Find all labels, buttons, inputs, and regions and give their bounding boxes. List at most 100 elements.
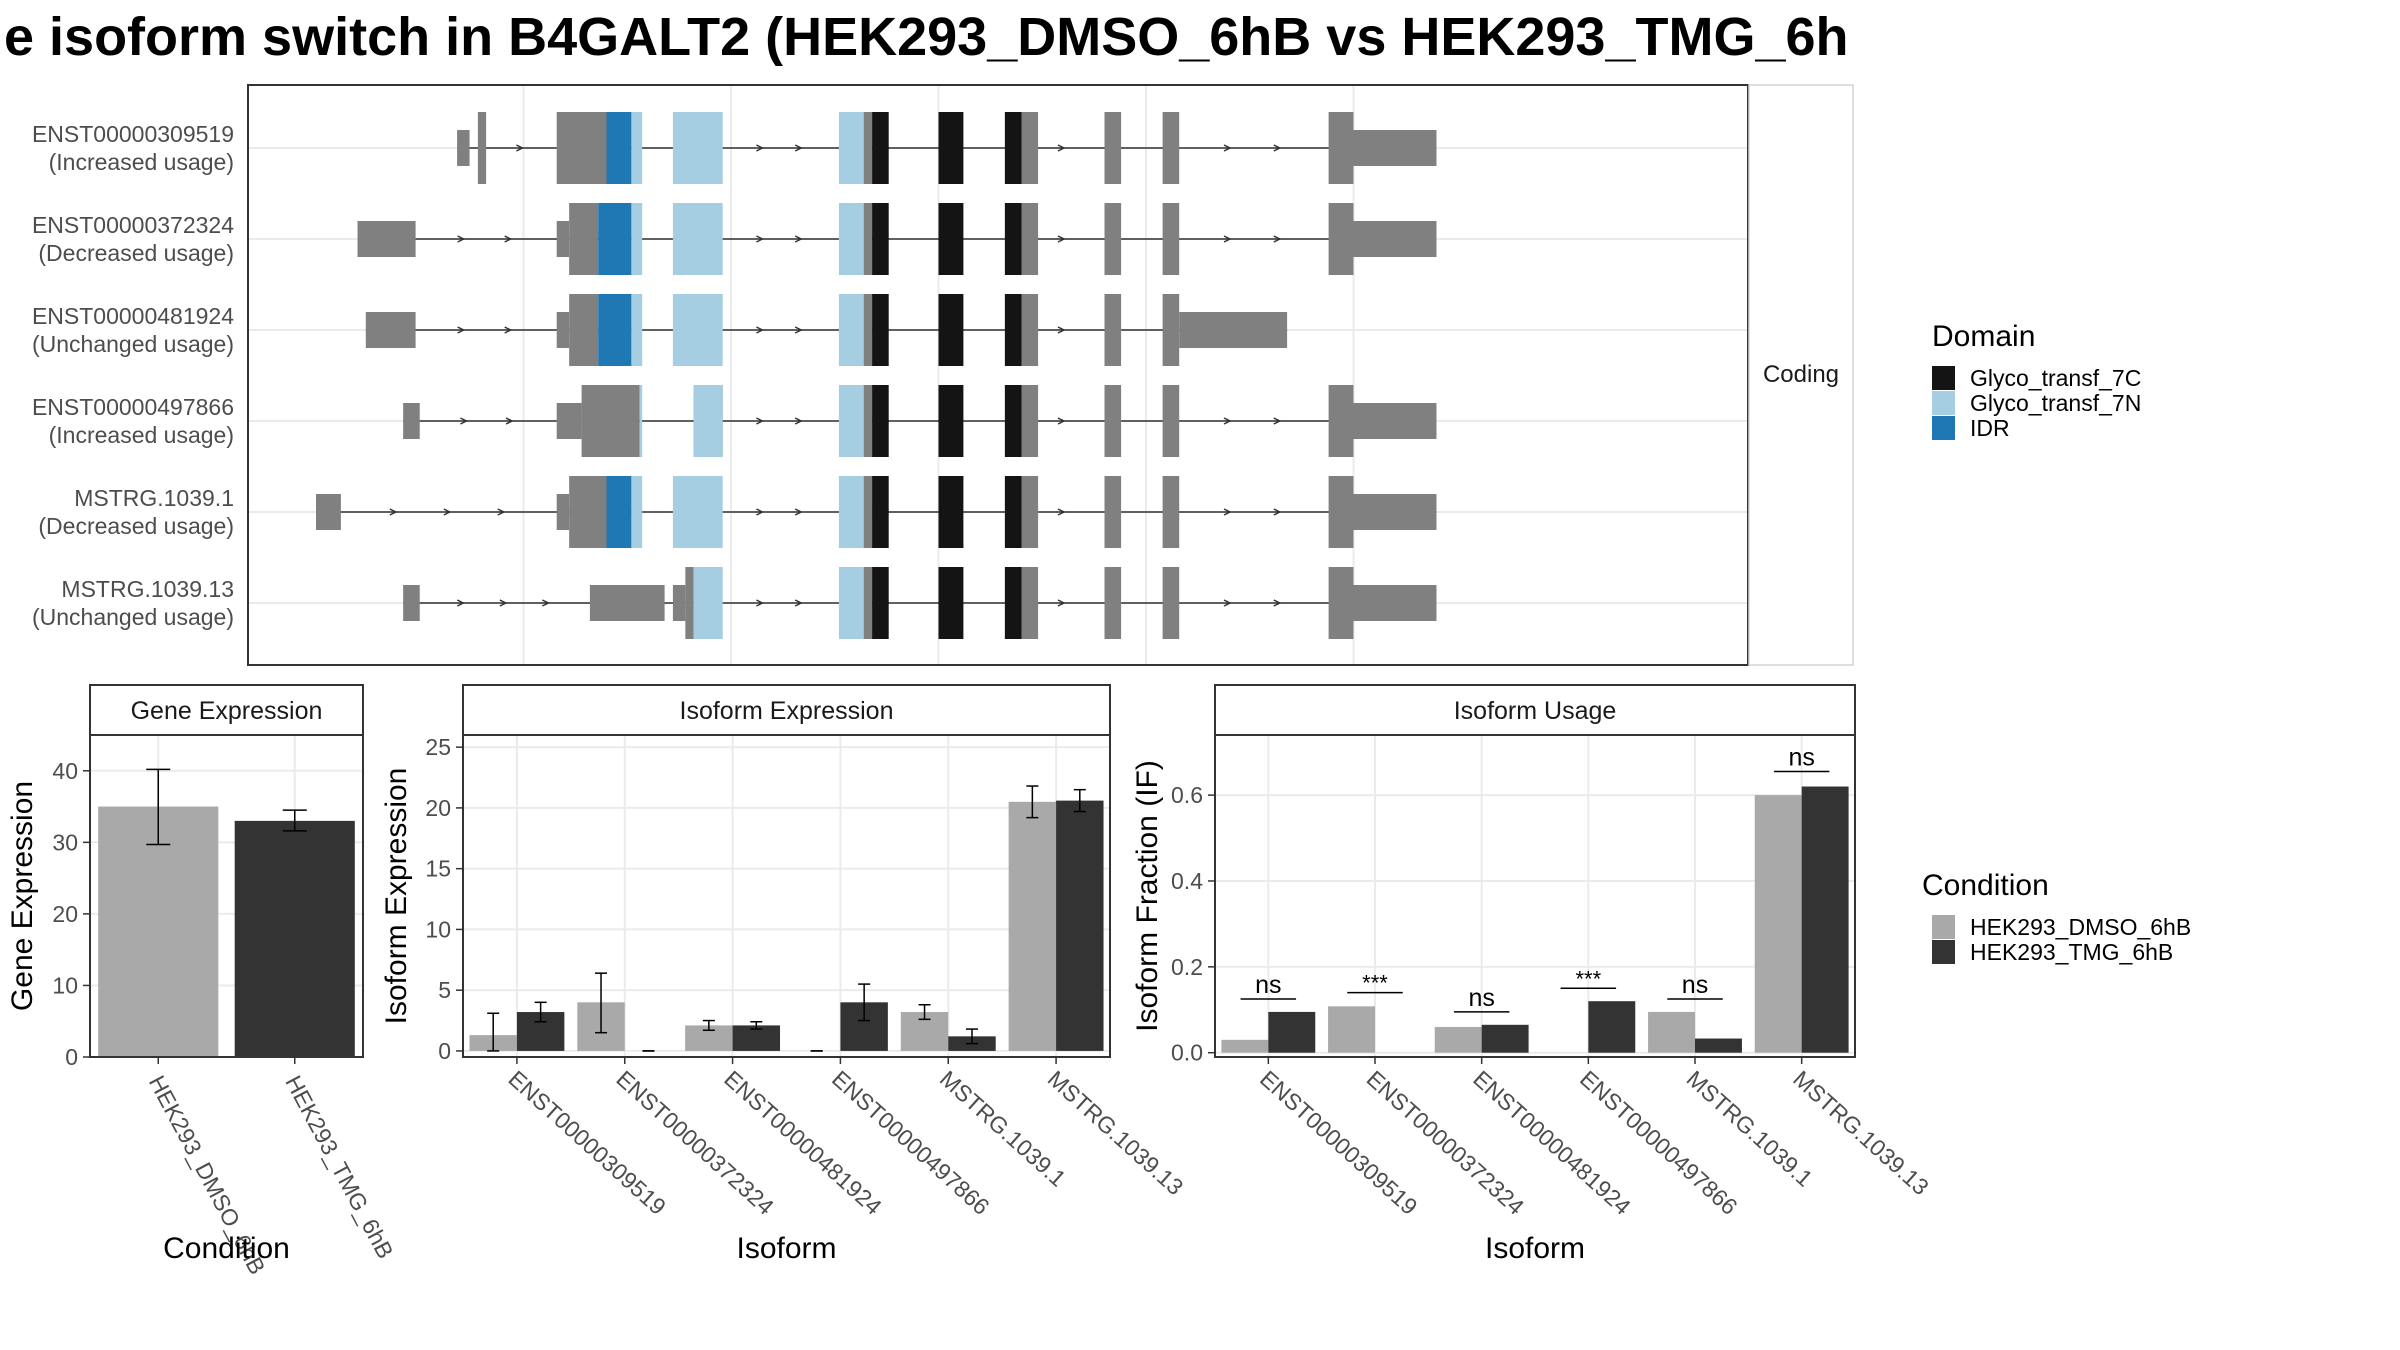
noncoding-exon	[1353, 585, 1437, 621]
noncoding-exon	[1353, 130, 1437, 166]
coding-exon	[1162, 112, 1180, 184]
noncoding-exon	[1353, 221, 1437, 257]
bar-MSTRG.1039.13-HEK293_DMSO_6hB	[1754, 795, 1802, 1053]
glyco-transf-7c-domain	[872, 294, 889, 366]
coding-exon	[569, 294, 599, 366]
y-tick-label: 10	[52, 972, 78, 998]
idr-domain	[598, 294, 632, 366]
intron-direction-arrow	[504, 235, 513, 243]
glyco-transf-7c-domain	[872, 567, 889, 639]
intron-direction-arrow	[389, 508, 398, 516]
y-tick-label: 20	[425, 795, 451, 821]
y-axis-title: Gene Expression	[6, 781, 39, 1011]
glyco-transf-7n-domain	[838, 476, 864, 548]
intron-direction-arrow	[1273, 599, 1282, 607]
glyco-transf-7c-domain	[1004, 294, 1022, 366]
noncoding-exon	[589, 585, 665, 621]
glyco-transf-7c-domain	[1004, 385, 1022, 457]
glyco-transf-7c-domain	[1004, 567, 1022, 639]
idr-domain	[606, 112, 632, 184]
intron-direction-arrow	[794, 599, 803, 607]
coding-exon	[1104, 203, 1122, 275]
coding-exon	[1162, 476, 1180, 548]
intron-direction-arrow	[794, 144, 803, 152]
bar-MSTRG.1039.13-HEK293_DMSO_6hB	[1008, 801, 1057, 1051]
intron-direction-arrow	[1223, 235, 1232, 243]
y-tick-label: 25	[425, 734, 451, 760]
intron-direction-arrow	[497, 508, 506, 516]
chart-panel-border	[462, 734, 1111, 1058]
noncoding-exon	[556, 494, 570, 530]
y-tick-label: 0.2	[1171, 954, 1203, 980]
glyco-transf-7c-domain	[938, 476, 964, 548]
structure-panel-border	[247, 84, 1749, 666]
intron-direction-arrow	[1057, 235, 1066, 243]
transcript-id-label: MSTRG.1039.1	[74, 485, 234, 511]
transcript-usage-label: (Unchanged usage)	[32, 604, 234, 630]
condition-legend-swatch	[1932, 940, 1955, 964]
transcript-row	[403, 567, 1437, 639]
chart-panel-border	[89, 734, 364, 1058]
intron-direction-arrow	[505, 417, 514, 425]
bar-ENST00000497866-HEK293_TMG_6hB	[1588, 1001, 1636, 1053]
y-tick-label: 10	[425, 916, 451, 942]
noncoding-exon	[365, 312, 416, 348]
glyco-transf-7n-domain	[631, 203, 643, 275]
bar-ENST00000372324-HEK293_DMSO_6hB	[1328, 1006, 1375, 1053]
intron-direction-arrow	[794, 235, 803, 243]
domain-legend-label: IDR	[1970, 415, 2010, 441]
chart-strip	[89, 684, 364, 736]
intron-direction-arrow	[1057, 599, 1066, 607]
transcript-id-label: ENST00000481924	[32, 303, 234, 329]
coding-exon	[1104, 112, 1122, 184]
intron-direction-arrow	[460, 417, 469, 425]
coding-exon	[1328, 476, 1354, 548]
domain-legend-swatch	[1932, 391, 1955, 415]
coding-exon	[1104, 294, 1122, 366]
glyco-transf-7c-domain	[938, 567, 964, 639]
y-tick-label: 0.0	[1171, 1040, 1203, 1066]
intron-direction-arrow	[794, 508, 803, 516]
glyco-transf-7c-domain	[872, 385, 889, 457]
noncoding-exon	[1353, 494, 1437, 530]
intron-direction-arrow	[756, 508, 765, 516]
condition-legend-swatch	[1932, 915, 1955, 939]
intron-direction-arrow	[756, 599, 765, 607]
bar-MSTRG.1039.1-HEK293_DMSO_6hB	[1648, 1011, 1695, 1053]
x-axis-title: Isoform	[736, 1232, 836, 1265]
transcript-structure-panel: Coding ENST00000309519(Increased usage)E…	[32, 84, 1854, 666]
intron-direction-arrow	[1273, 144, 1282, 152]
coding-exon	[556, 112, 607, 184]
glyco-transf-7n-domain	[631, 112, 643, 184]
coding-exon	[1162, 203, 1180, 275]
noncoding-exon	[357, 221, 416, 257]
transcript-id-label: ENST00000497866	[32, 394, 234, 420]
x-tick-label-HEK293_TMG_6hB: HEK293_TMG_6hB	[280, 1071, 398, 1263]
condition-legend-title: Condition	[1922, 869, 2049, 902]
x-tick-label-MSTRG.1039.13: MSTRG.1039.13	[1043, 1065, 1189, 1200]
intron-direction-arrow	[756, 235, 765, 243]
intron-direction-arrow	[1057, 417, 1066, 425]
domain-legend-label: Glyco_transf_7C	[1970, 365, 2141, 391]
glyco-transf-7n-domain	[631, 294, 643, 366]
glyco-transf-7n-domain	[838, 294, 864, 366]
glyco-transf-7n-domain	[672, 476, 723, 548]
condition-legend-label: HEK293_TMG_6hB	[1970, 939, 2173, 965]
coding-exon	[569, 203, 599, 275]
glyco-transf-7n-domain	[838, 203, 864, 275]
y-axis-title: Isoform Fraction (IF)	[1131, 760, 1164, 1032]
domain-legend-title: Domain	[1932, 320, 2035, 353]
coding-exon	[1328, 203, 1354, 275]
bar-MSTRG.1039.1-HEK293_TMG_6hB	[1695, 1038, 1742, 1053]
glyco-transf-7n-domain	[672, 203, 723, 275]
coding-exon	[1162, 567, 1180, 639]
glyco-transf-7n-domain	[672, 294, 723, 366]
transcript-id-label: ENST00000309519	[32, 121, 234, 147]
glyco-transf-7c-domain	[1004, 112, 1022, 184]
noncoding-exon	[403, 403, 420, 439]
glyco-transf-7c-domain	[872, 112, 889, 184]
x-axis-title: Condition	[163, 1232, 290, 1265]
coding-exon	[1162, 385, 1180, 457]
